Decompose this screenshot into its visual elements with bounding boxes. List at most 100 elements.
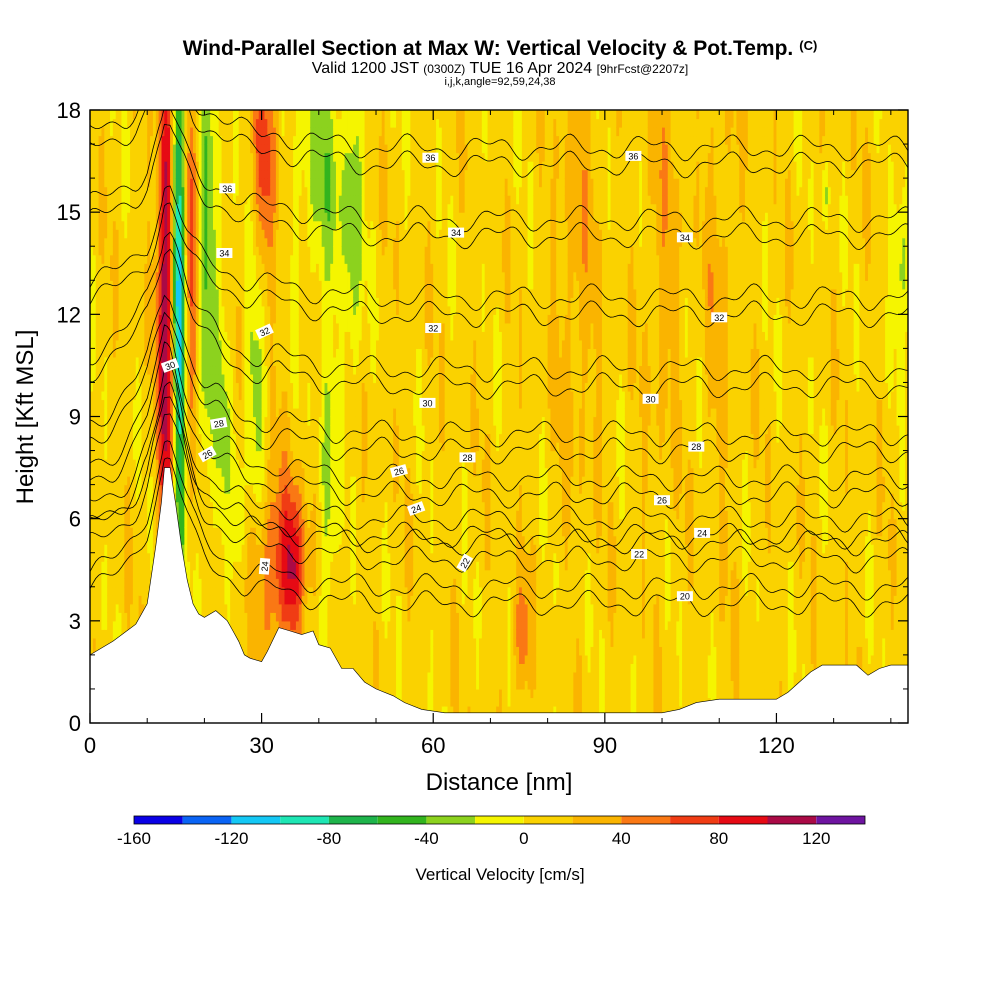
field-cell — [118, 220, 123, 230]
field-cell — [118, 450, 123, 460]
field-cell — [104, 603, 108, 613]
field-cell — [130, 399, 134, 409]
field-cell — [141, 561, 145, 571]
field-cell — [132, 484, 137, 494]
field-cell — [115, 314, 120, 324]
field-cell — [98, 314, 103, 324]
field-cell — [107, 399, 111, 409]
field-cell — [92, 399, 97, 409]
field-cell — [110, 203, 114, 213]
field-cell — [127, 297, 131, 307]
field-cell — [101, 186, 105, 196]
title-text: Wind-Parallel Section at Max W: Vertical… — [183, 37, 794, 60]
field-cell — [130, 433, 134, 443]
field-cell — [112, 127, 117, 137]
field-cell — [144, 493, 148, 503]
field-cell — [90, 246, 94, 256]
field-cell — [110, 399, 114, 409]
field-cell — [98, 518, 103, 528]
field-cell — [121, 254, 125, 264]
field-cell — [98, 382, 103, 392]
field-cell — [98, 280, 103, 290]
field-cell — [127, 510, 131, 520]
field-cell — [141, 246, 145, 256]
field-cell — [138, 382, 143, 392]
field-cell — [115, 127, 120, 137]
field-cell — [144, 356, 148, 367]
field-cell — [138, 220, 143, 230]
field-cell — [135, 229, 140, 239]
field-cell — [147, 416, 151, 426]
field-cell — [118, 510, 123, 520]
field-cell — [107, 518, 111, 528]
field-cell — [107, 152, 111, 162]
field-cell — [92, 595, 97, 605]
field-cell — [107, 467, 111, 477]
field-cell — [101, 476, 105, 486]
field-cell — [147, 484, 151, 494]
field-cell — [101, 169, 105, 179]
field-cell — [124, 110, 128, 120]
field-cell — [110, 484, 114, 494]
field-cell — [138, 603, 143, 613]
field-cell — [135, 518, 140, 528]
field-cell — [101, 484, 105, 494]
field-cell — [92, 356, 97, 367]
field-cell — [110, 356, 114, 367]
field-cell — [98, 246, 103, 256]
field-cell — [101, 535, 105, 545]
field-cell — [92, 637, 97, 647]
field-cell — [107, 586, 111, 596]
field-cell — [135, 467, 140, 477]
field-cell — [135, 510, 140, 520]
field-cell — [135, 135, 140, 145]
field-cell — [95, 442, 100, 452]
field-cell — [141, 399, 145, 409]
field-cell — [135, 442, 140, 452]
field-cell — [90, 195, 94, 205]
field-cell — [124, 365, 128, 375]
field-cell — [110, 297, 114, 307]
field-cell — [144, 373, 148, 384]
field-cell — [110, 271, 114, 281]
field-cell — [112, 237, 117, 247]
field-cell — [121, 586, 125, 596]
field-cell — [121, 544, 125, 554]
field-cell — [110, 552, 114, 562]
field-cell — [92, 467, 97, 477]
field-cell — [112, 288, 117, 298]
field-cell — [110, 186, 114, 196]
field-cell — [138, 288, 143, 298]
field-cell — [92, 161, 97, 171]
field-cell — [138, 127, 143, 137]
field-cell — [107, 229, 111, 239]
field-cell — [92, 620, 97, 630]
field-cell — [147, 578, 151, 588]
field-cell — [115, 399, 120, 409]
field-cell — [118, 348, 123, 358]
field-cell — [144, 510, 148, 520]
field-cell — [118, 561, 123, 571]
field-cell — [110, 442, 114, 452]
field-cell — [98, 152, 103, 162]
field-cell — [112, 195, 117, 205]
field-cell — [112, 425, 117, 435]
field-cell — [98, 544, 103, 554]
field-cell — [138, 169, 143, 179]
field-cell — [135, 586, 140, 596]
field-cell — [112, 254, 117, 264]
field-cell — [101, 127, 105, 137]
field-cell — [121, 450, 125, 460]
field-cell — [107, 263, 111, 273]
field-cell — [115, 152, 120, 162]
field-cell — [127, 169, 131, 179]
field-cell — [118, 297, 123, 307]
field-cell — [107, 510, 111, 520]
field-cell — [107, 561, 111, 571]
field-cell — [135, 595, 140, 605]
field-cell — [141, 186, 145, 196]
field-cell — [124, 544, 128, 554]
field-cell — [132, 544, 137, 554]
field-cell — [130, 169, 134, 179]
field-cell — [95, 186, 100, 196]
